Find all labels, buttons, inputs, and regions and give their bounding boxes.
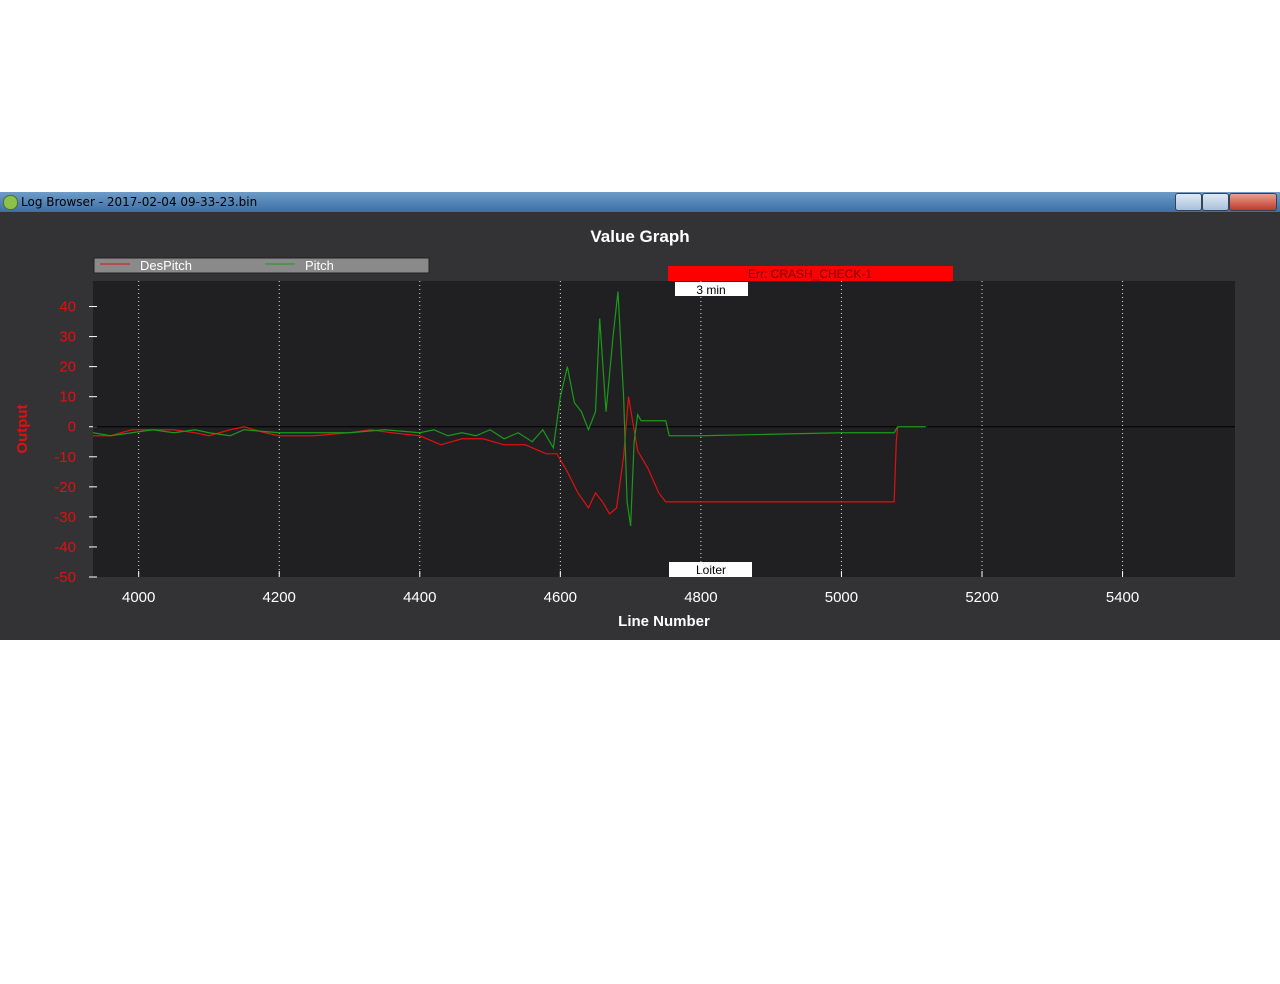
x-tick-label: 4200 — [263, 589, 296, 606]
error-marker — [668, 266, 953, 281]
close-button[interactable] — [1229, 193, 1277, 211]
series-line — [93, 396, 899, 515]
x-tick-label: 4800 — [684, 589, 717, 606]
y-tick-label: 10 — [59, 389, 76, 406]
time-label: 3 min — [696, 283, 725, 297]
x-tick-label: 5400 — [1106, 589, 1139, 606]
legend-label: Pitch — [305, 258, 334, 273]
minimize-button[interactable] — [1175, 193, 1202, 211]
plot-area — [93, 281, 1235, 577]
app-icon — [3, 195, 18, 210]
x-axis-label: Line Number — [618, 613, 710, 630]
x-tick-label: 4600 — [544, 589, 577, 606]
chart: Value Graph Line Number Output Err: CRAS… — [0, 212, 1280, 640]
y-tick-label: -20 — [54, 479, 76, 496]
y-axis-label: Output — [14, 404, 31, 453]
mode-marker — [669, 562, 752, 577]
series-line — [92, 291, 926, 527]
legend-label: DesPitch — [140, 258, 192, 273]
maximize-button[interactable] — [1202, 193, 1229, 211]
error-label: Err: CRASH_CHECK-1 — [748, 267, 872, 281]
y-tick-label: 20 — [59, 359, 76, 376]
y-tick-label: -10 — [54, 449, 76, 466]
chart-title: Value Graph — [590, 227, 689, 246]
x-tick-label: 4000 — [122, 589, 155, 606]
window-title: Log Browser - 2017-02-04 09-33-23.bin — [21, 195, 258, 209]
y-tick-label: -40 — [54, 539, 76, 556]
y-tick-label: -30 — [54, 509, 76, 526]
y-tick-label: 40 — [59, 299, 76, 316]
x-tick-label: 5000 — [825, 589, 858, 606]
x-tick-label: 5200 — [965, 589, 998, 606]
y-tick-label: 0 — [68, 419, 76, 436]
legend — [93, 257, 430, 274]
time-marker — [675, 282, 748, 296]
mode-label: Loiter — [696, 563, 726, 577]
y-tick-label: -50 — [54, 569, 76, 586]
title-bar: Log Browser - 2017-02-04 09-33-23.bin — [0, 192, 1280, 212]
y-tick-label: 30 — [59, 329, 76, 346]
x-tick-label: 4400 — [403, 589, 436, 606]
